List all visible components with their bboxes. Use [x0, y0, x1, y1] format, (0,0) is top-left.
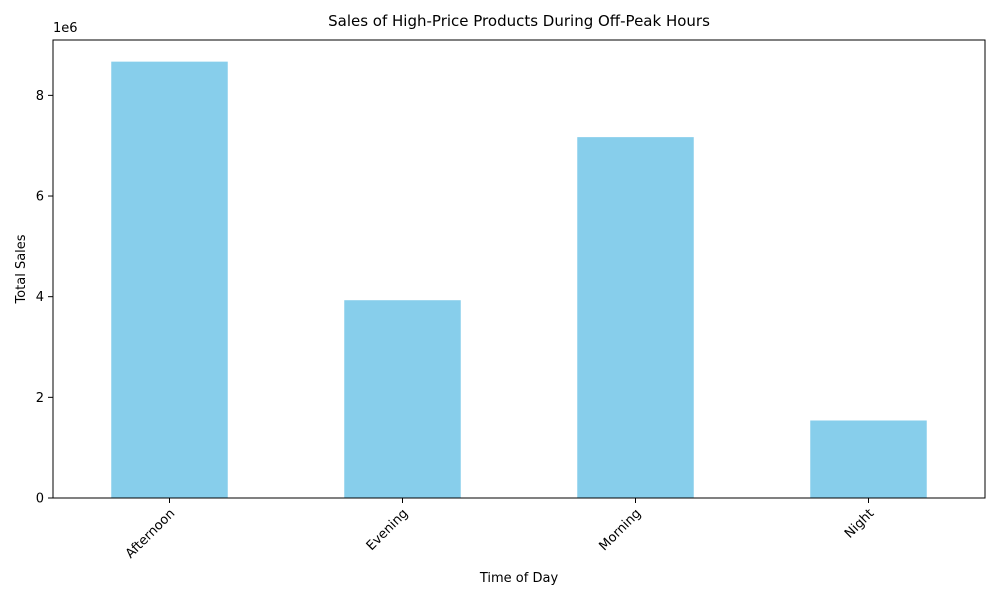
- plot-frame: [52, 39, 986, 499]
- y-tick-label: 0: [36, 492, 44, 507]
- bar-night: [810, 420, 927, 498]
- y-tick-label: 4: [36, 290, 44, 305]
- x-axis-label: Time of Day: [479, 571, 559, 586]
- x-tick-label-night: Night: [842, 506, 877, 541]
- y-tick-label: 2: [36, 391, 44, 406]
- x-tick-label-evening: Evening: [364, 506, 412, 554]
- x-axis-ticks: Afternoon Evening Morning Night: [123, 498, 877, 562]
- y-tick-label: 6: [36, 190, 44, 205]
- y-tick-label: 8: [36, 89, 44, 104]
- y-axis-label: Total Sales: [14, 234, 29, 304]
- y-axis-offset-label: 1e6: [53, 21, 78, 36]
- bars-group: [111, 61, 927, 499]
- bar-morning: [577, 137, 694, 498]
- x-tick-label-afternoon: Afternoon: [123, 506, 178, 561]
- bar-afternoon: [111, 61, 228, 499]
- bar-evening: [344, 300, 461, 498]
- y-axis-ticks: 0 2 4 6 8: [36, 89, 53, 507]
- chart-title: Sales of High-Price Products During Off-…: [328, 12, 710, 30]
- x-tick-label-morning: Morning: [596, 506, 644, 554]
